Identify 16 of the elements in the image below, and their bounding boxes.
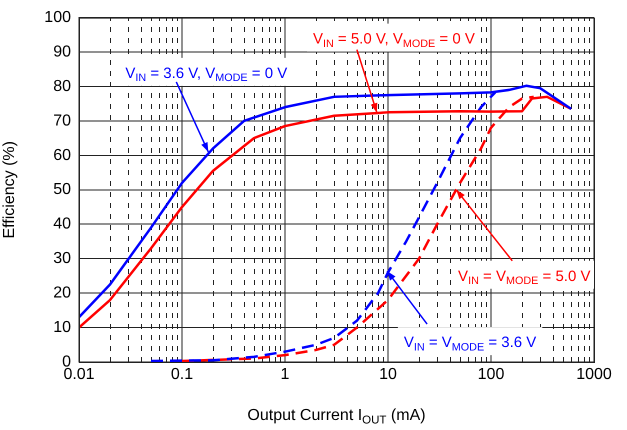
y-tick-label: 40 <box>53 216 72 233</box>
y-axis-title: Efficiency (%) <box>1 141 18 239</box>
y-tick-label: 50 <box>53 181 72 198</box>
y-tick-label: 90 <box>53 43 72 60</box>
y-tick-label: 30 <box>53 250 72 268</box>
x-tick-label: 10 <box>379 366 397 384</box>
y-tick-label: 10 <box>53 318 72 336</box>
y-tick-label: 70 <box>53 112 72 130</box>
x-tick-label: 100 <box>478 366 504 384</box>
y-tick-label: 80 <box>53 78 72 95</box>
x-tick-label: 1000 <box>576 366 612 384</box>
y-tick-label: 20 <box>53 284 72 302</box>
y-tick-label: 100 <box>44 9 72 26</box>
x-tick-label: 0.1 <box>170 366 194 384</box>
y-tick-label: 60 <box>53 146 72 164</box>
x-tick-label: 1 <box>280 366 290 384</box>
